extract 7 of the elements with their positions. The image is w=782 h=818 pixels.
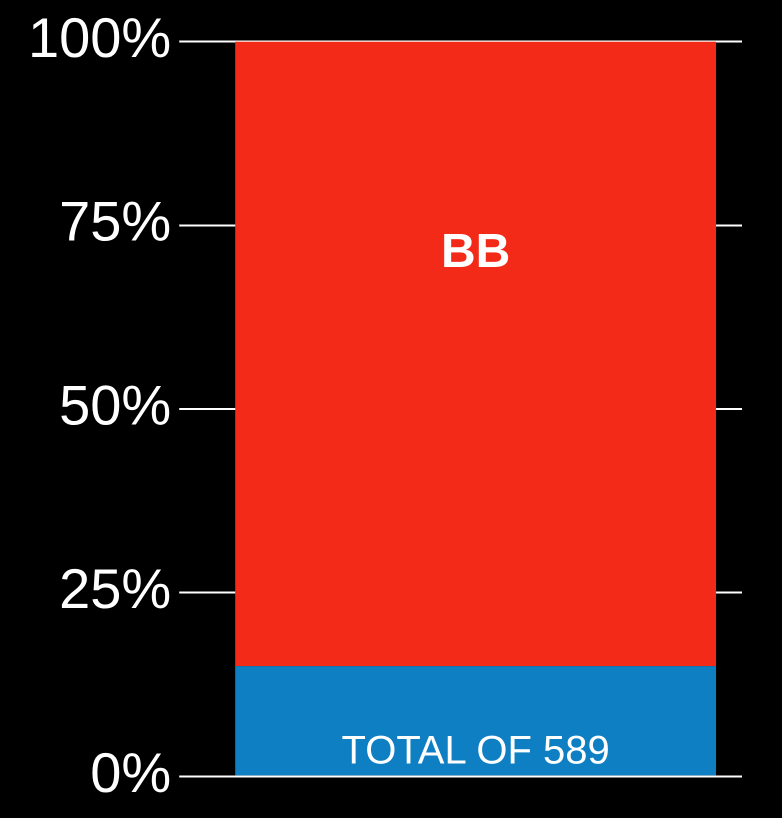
y-tick-label: 50% <box>59 373 172 436</box>
series-label: BB <box>440 225 510 278</box>
annotation: TOTAL OF 589 <box>341 728 610 772</box>
y-tick-label: 100% <box>28 6 172 70</box>
y-tick-label: 0% <box>90 740 172 804</box>
y-tick-label: 75% <box>59 190 172 253</box>
y-tick-label: 25% <box>59 557 172 620</box>
